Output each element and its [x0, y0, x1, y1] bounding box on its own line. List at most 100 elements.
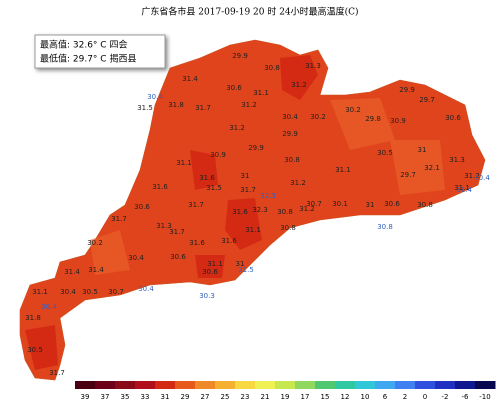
temperature-label: 30.2	[87, 239, 103, 247]
legend-swatch	[455, 381, 476, 389]
legend-label: -10	[479, 393, 490, 401]
legend-label: 27	[201, 393, 210, 401]
legend-swatch	[395, 381, 416, 389]
region-dark	[25, 55, 318, 370]
temperature-label: 31.1	[32, 288, 48, 296]
temperature-label: 31.2	[464, 172, 480, 180]
temperature-label: 30.5	[377, 149, 393, 157]
temperature-label: 31.6	[152, 183, 168, 191]
legend-label: 17	[301, 393, 310, 401]
legend-swatch	[255, 381, 276, 389]
temperature-label: 31.4	[182, 75, 198, 83]
temperature-label: 31.2	[290, 179, 306, 187]
temperature-label: 29.9	[248, 144, 264, 152]
temperature-label: 31.6	[221, 237, 237, 245]
temperature-label: 30.8	[377, 223, 393, 231]
legend-swatch	[95, 381, 116, 389]
temperature-label: 31.4	[64, 268, 80, 276]
temperature-label: 30.6	[384, 200, 400, 208]
legend-swatch	[115, 381, 136, 389]
legend-label: 0	[423, 393, 427, 401]
legend-swatch	[275, 381, 296, 389]
legend-label: 2	[403, 393, 407, 401]
legend-swatch	[415, 381, 436, 389]
legend-label: 33	[141, 393, 150, 401]
temperature-label: 31.5	[137, 104, 153, 112]
temperature-label: 29.7	[400, 171, 416, 179]
temperature-label: 30.7	[306, 200, 322, 208]
legend-label: -6	[462, 393, 470, 401]
temperature-label: 31.8	[25, 314, 41, 322]
temperature-label: 31.7	[111, 215, 127, 223]
temperature-label: 29.9	[399, 86, 415, 94]
temperature-label: 32.3	[252, 206, 268, 214]
temperature-label: 29.9	[232, 52, 248, 60]
temperature-label: 29.7	[419, 96, 435, 104]
temperature-label: 30.4	[138, 285, 154, 293]
temperature-label: 31.1	[207, 260, 223, 268]
temperature-label: 29.8	[365, 115, 381, 123]
temperature-label: 31.6	[189, 239, 205, 247]
temperature-label: 30.9	[390, 117, 406, 125]
region-light	[90, 98, 445, 275]
temperature-label: 31.5	[206, 184, 222, 192]
temperature-label: 31.2	[299, 205, 315, 213]
temperature-label: 30.4	[282, 113, 298, 121]
temperature-label: 30.7	[108, 288, 124, 296]
temperature-label: 30.3	[199, 292, 215, 300]
temperature-label: 29.9	[282, 130, 298, 138]
temperature-label: 31.7	[195, 104, 211, 112]
temperature-label: 31	[241, 172, 250, 180]
temperature-label: 31.4	[456, 186, 472, 194]
temperature-label: 31.4	[88, 266, 104, 274]
legend-swatch	[435, 381, 456, 389]
legend-label: 25	[221, 393, 230, 401]
temperature-label: 31.6	[199, 174, 215, 182]
temperature-label: 31.1	[176, 159, 192, 167]
temperature-label: 30.5	[82, 288, 98, 296]
temperature-label: 31	[418, 146, 427, 154]
temperature-label: 31.7	[188, 201, 204, 209]
temperature-label: 30.2	[345, 106, 361, 114]
temperature-label: 30.8	[284, 156, 300, 164]
legend-swatch	[195, 381, 216, 389]
temperature-label: 31.2	[229, 124, 245, 132]
legend-label: -2	[442, 393, 449, 401]
temperature-label: 30.4	[147, 93, 163, 101]
temperature-label: 30.9	[210, 151, 226, 159]
temperature-label: 30.2	[310, 113, 326, 121]
legend-swatch	[335, 381, 356, 389]
temperature-label: 30.6	[202, 268, 218, 276]
temperature-label: 30.6	[134, 203, 150, 211]
legend-swatch	[215, 381, 236, 389]
temperature-label: 30.6	[170, 253, 186, 261]
temperature-label: 32.3	[260, 192, 276, 200]
temperature-label: 30.4	[60, 288, 76, 296]
temperature-label: 30.5	[27, 346, 43, 354]
legend-label: 12	[341, 393, 350, 401]
temperature-label: 31.3	[305, 62, 321, 70]
legend-label: 15	[321, 393, 330, 401]
legend-label: 23	[241, 393, 250, 401]
temperature-label: 31.1	[454, 184, 470, 192]
temperature-label: 31.3	[156, 222, 172, 230]
legend-label: 39	[81, 393, 90, 401]
legend-label: 6	[383, 393, 388, 401]
temperature-label: 30.4	[474, 174, 490, 182]
temperature-label: 31.7	[169, 228, 185, 236]
temperature-label: 30.8	[277, 208, 293, 216]
temperature-label: 31.1	[245, 226, 261, 234]
temperature-label: 31	[236, 260, 245, 268]
legend-swatch	[235, 381, 256, 389]
legend-swatch	[355, 381, 376, 389]
temperature-label: 30.8	[264, 64, 280, 72]
legend-swatch	[475, 381, 496, 389]
temperature-label: 31.5	[238, 266, 254, 274]
legend-swatch	[175, 381, 196, 389]
info-max: 最高值: 32.6° C 四会	[40, 39, 127, 51]
temperature-label: 31.8	[168, 101, 184, 109]
legend-label: 29	[181, 393, 190, 401]
legend-swatch	[155, 381, 176, 389]
legend-label: 37	[101, 393, 110, 401]
legend-swatch	[315, 381, 336, 389]
